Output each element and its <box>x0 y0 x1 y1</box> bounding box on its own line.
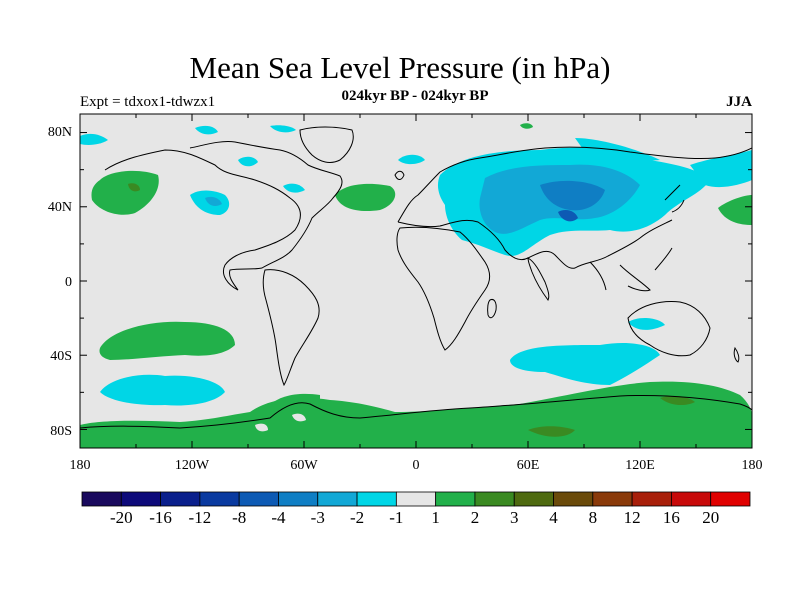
region-asia-negative-4 <box>558 210 578 222</box>
x-tick-label: 180 <box>70 458 91 473</box>
region-east-asia-negative <box>690 150 752 188</box>
map-title: Mean Sea Level Pressure (in hPa) <box>189 50 611 85</box>
region-north-pacific-positive-2 <box>128 183 140 192</box>
colorbar-label: 12 <box>624 508 641 527</box>
y-tick-label: 0 <box>65 275 72 290</box>
colorbar-label: -3 <box>311 508 325 527</box>
colorbar-swatch <box>474 491 515 507</box>
colorbar-label: -2 <box>350 508 364 527</box>
region-antarctic-gap <box>292 413 306 422</box>
colorbar-label: 1 <box>431 508 440 527</box>
season-label: JJA <box>726 94 752 110</box>
y-tick-label: 80N <box>48 125 72 140</box>
coast-north-america <box>104 141 343 291</box>
coast-madagascar <box>487 299 497 319</box>
x-tick-label: 60W <box>290 458 318 473</box>
coast-europe-asia <box>397 146 752 269</box>
region-indian-ocean-negative <box>510 343 660 385</box>
experiment-label: Expt = tdxox1-tdwzx1 <box>80 94 216 110</box>
colorbar-label: 4 <box>549 508 558 527</box>
colorbar-swatch <box>160 491 201 507</box>
x-tick-label: 180 <box>742 458 763 473</box>
region-antarctic-gap-2 <box>255 423 268 432</box>
y-tick-label: 80S <box>50 424 72 439</box>
colorbar-swatch <box>238 491 279 507</box>
coast-africa <box>396 226 490 351</box>
colorbar-label: 8 <box>589 508 598 527</box>
anomaly-regions <box>80 123 752 448</box>
region-asia-negative-3 <box>540 180 605 211</box>
colorbar-swatch <box>553 491 594 507</box>
colorbar-swatch <box>435 491 476 507</box>
region-south-pacific-negative <box>100 374 225 406</box>
region-pacific-west-positive <box>718 195 752 225</box>
region-north-pacific-positive <box>91 170 159 215</box>
region-antarctic-positive-3 <box>660 395 695 406</box>
colorbar-label: -12 <box>189 508 212 527</box>
colorbar-swatch <box>81 491 122 507</box>
coast-south-america <box>262 269 320 387</box>
colorbar-swatch <box>199 491 240 507</box>
region-arctic-asia-negative <box>575 138 660 161</box>
region-greenland-negative <box>238 156 258 167</box>
x-tick-label: 120W <box>175 458 210 473</box>
region-southern-ocean-positive <box>270 393 320 420</box>
colorbar-swatch <box>120 491 161 507</box>
map-subtitle: 024kyr BP - 024kyr BP <box>341 88 489 104</box>
x-tick-label: 60E <box>517 458 540 473</box>
region-arctic-north-negative-2 <box>270 125 296 133</box>
coast-greenland <box>299 126 354 163</box>
x-tick-label: 0 <box>413 458 420 473</box>
map-panel <box>80 114 752 448</box>
y-tick-label: 40S <box>50 349 72 364</box>
coast-australia <box>627 301 711 357</box>
colorbar-swatch <box>278 491 319 507</box>
region-australia-negative <box>628 318 665 330</box>
coast-southeast-asia <box>589 247 673 292</box>
colorbar-label: 3 <box>510 508 519 527</box>
colorbar-label: -4 <box>271 508 286 527</box>
region-south-pacific-positive <box>99 321 236 360</box>
x-axis: 180 120W 60W 0 60E 120E 180 <box>70 458 763 473</box>
region-antarctic-positive-2 <box>528 426 575 437</box>
colorbar-label: 16 <box>663 508 680 527</box>
colorbar-label: 2 <box>471 508 480 527</box>
colorbar <box>81 491 751 507</box>
region-arctic-positive <box>520 123 533 129</box>
colorbar-label: -8 <box>232 508 246 527</box>
region-arctic-north-negative <box>195 125 218 135</box>
axis-ticks <box>79 114 753 448</box>
colorbar-label: -1 <box>389 508 403 527</box>
colorbar-labels: -20 -16 -12 -8 -4 -3 -2 -1 1 2 3 4 8 12 … <box>110 508 719 527</box>
colorbar-label: 20 <box>702 508 719 527</box>
region-hudson-negative <box>283 183 305 193</box>
colorbar-swatch <box>631 491 672 507</box>
coast-japan <box>664 184 685 213</box>
colorbar-swatch <box>317 491 358 507</box>
coast-new-zealand <box>733 346 740 363</box>
region-antarctic-positive <box>80 381 752 448</box>
colorbar-label: -16 <box>149 508 172 527</box>
y-tick-label: 40N <box>48 200 72 215</box>
colorbar-swatch <box>513 491 554 507</box>
coast-british-isles <box>394 170 405 180</box>
region-scandinavia-negative <box>398 154 425 165</box>
coast-antarctica <box>80 394 752 429</box>
y-axis: 80N 40N 0 40S 80S <box>48 125 72 439</box>
colorbar-swatch <box>395 491 437 507</box>
colorbar-swatch <box>671 491 712 507</box>
colorbar-swatch <box>356 491 397 507</box>
coastlines <box>80 126 752 429</box>
colorbar-label: -20 <box>110 508 133 527</box>
colorbar-swatch <box>592 491 633 507</box>
region-atlantic-positive <box>335 183 396 212</box>
region-north-atlantic-negative-2 <box>205 196 222 206</box>
colorbar-swatch <box>710 491 751 507</box>
region-arctic-negative <box>80 133 108 145</box>
coast-india <box>527 257 550 301</box>
x-tick-label: 120E <box>625 458 655 473</box>
